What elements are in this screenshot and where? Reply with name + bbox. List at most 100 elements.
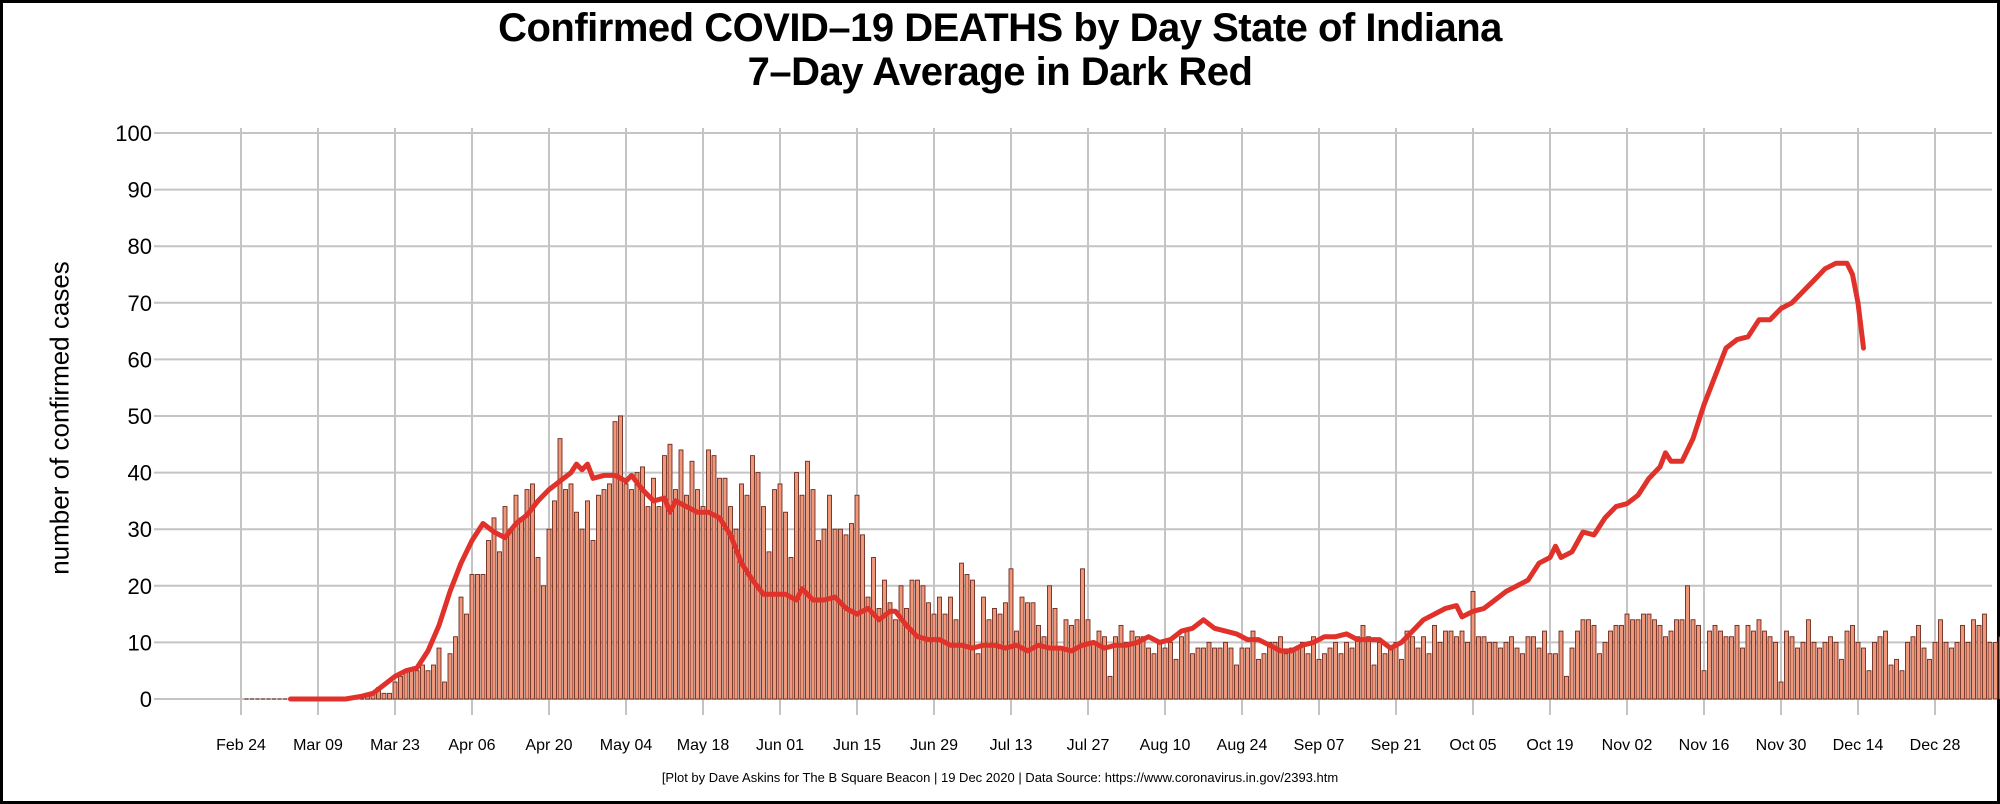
bar-daily-deaths (739, 483, 744, 700)
y-tick-label: 80 (128, 234, 152, 259)
bar-daily-deaths (1239, 647, 1245, 700)
y-tick-label: 90 (128, 178, 152, 203)
bar-daily-deaths (1080, 568, 1085, 700)
bar-daily-deaths (1910, 636, 1916, 700)
bar-daily-deaths (1283, 653, 1289, 700)
bar-daily-deaths (436, 647, 442, 700)
bar-daily-deaths (563, 489, 568, 700)
bar-daily-deaths (1927, 658, 1932, 700)
bar-daily-deaths (442, 681, 447, 700)
bar-daily-deaths (1514, 647, 1520, 700)
chart-title-line-1: Confirmed COVID–19 DEATHS by Day State o… (498, 6, 1502, 50)
bar-daily-deaths (909, 579, 915, 700)
bar-daily-deaths (656, 506, 662, 700)
bar-daily-deaths (1217, 647, 1223, 700)
x-tick-label: Apr 20 (525, 737, 572, 754)
x-tick-label: Apr 06 (448, 737, 495, 754)
bar-daily-deaths (1327, 647, 1333, 700)
x-tick-label: Nov 02 (1602, 737, 1653, 754)
y-tick-label: 50 (128, 404, 152, 429)
bar-daily-deaths (1701, 670, 1707, 700)
bar-daily-deaths (1597, 653, 1602, 700)
bar-daily-deaths (1399, 658, 1404, 700)
bar-daily-deaths (1063, 619, 1069, 700)
bar-daily-deaths (1003, 602, 1008, 700)
bar-daily-deaths (1492, 641, 1498, 700)
bar-daily-deaths (607, 483, 612, 700)
bar-daily-deaths (805, 460, 810, 700)
bar-daily-deaths (1663, 636, 1668, 700)
bar-daily-deaths (486, 540, 491, 700)
bar-daily-deaths (1096, 630, 1102, 700)
bar-daily-deaths (1135, 636, 1140, 700)
bar-daily-deaths (1426, 653, 1432, 700)
bar-daily-deaths (662, 455, 667, 700)
bar-daily-deaths (1305, 653, 1311, 700)
bar-daily-deaths (1778, 681, 1784, 700)
bar-daily-deaths (1234, 664, 1239, 700)
source-caption: [Plot by Dave Askins for The B Square Be… (661, 770, 1339, 785)
bar-daily-deaths (1586, 619, 1591, 700)
bar-daily-deaths (1976, 624, 1982, 700)
bar-daily-deaths (1696, 624, 1701, 700)
bar-daily-deaths (1173, 658, 1179, 700)
bar-daily-deaths (1272, 641, 1278, 700)
x-tick-label: Oct 05 (1449, 737, 1496, 754)
bar-daily-deaths (1470, 591, 1476, 700)
x-tick-label: Mar 09 (293, 737, 343, 754)
bar-daily-deaths (673, 489, 678, 700)
bar-daily-deaths (634, 472, 640, 700)
bar-daily-deaths (1289, 647, 1294, 700)
bar-daily-deaths (1278, 636, 1283, 700)
bar-daily-deaths (876, 607, 882, 700)
bar-daily-deaths (1558, 630, 1564, 700)
bar-daily-deaths (937, 596, 942, 700)
bar-daily-deaths (1162, 647, 1168, 700)
bar-daily-deaths (1789, 636, 1795, 700)
bar-daily-deaths (794, 472, 799, 700)
bar-daily-deaths (1201, 647, 1206, 700)
bar-daily-deaths (843, 534, 849, 700)
bar-daily-deaths (1410, 636, 1415, 700)
bar-daily-deaths (722, 477, 728, 700)
bar-daily-deaths (1828, 636, 1833, 700)
bar-daily-deaths (1888, 664, 1894, 700)
bar-daily-deaths (1883, 630, 1888, 700)
y-tick-label: 10 (128, 630, 152, 655)
bar-daily-deaths (629, 489, 634, 700)
x-tick-label: Sep 21 (1371, 737, 1422, 754)
bar-daily-deaths (684, 494, 689, 700)
y-tick-label: 100 (115, 121, 152, 146)
bar-daily-deaths (1388, 647, 1393, 700)
bar-daily-deaths (1712, 624, 1718, 700)
bar-daily-deaths (1993, 641, 1998, 700)
bar-daily-deaths (513, 494, 519, 700)
bar-daily-deaths (403, 670, 409, 700)
bar-daily-deaths (1690, 619, 1696, 700)
y-tick-label: 30 (128, 517, 152, 542)
bar-daily-deaths (1855, 641, 1861, 700)
bar-daily-deaths (1613, 624, 1619, 700)
x-tick-label: Jul 13 (990, 737, 1033, 754)
bar-daily-deaths (1894, 658, 1899, 700)
bar-daily-deaths (1223, 641, 1228, 700)
bar-daily-deaths (541, 585, 546, 700)
x-tick-label: Dec 28 (1910, 737, 1961, 754)
bar-daily-deaths (469, 574, 475, 700)
bar-daily-deaths (975, 653, 981, 700)
bar-daily-deaths (1036, 624, 1041, 700)
bar-daily-deaths (871, 557, 876, 700)
bar-daily-deaths (535, 557, 541, 700)
bar-daily-deaths (1806, 619, 1811, 700)
bar-daily-deaths (1916, 624, 1921, 700)
bar-daily-deaths (700, 506, 706, 700)
bar-daily-deaths (1465, 641, 1470, 700)
bar-daily-deaths (1740, 647, 1745, 700)
x-tick-label: Nov 16 (1679, 737, 1730, 754)
bar-daily-deaths (1839, 658, 1844, 700)
bar-daily-deaths (1344, 641, 1349, 700)
bar-daily-deaths (942, 613, 948, 700)
x-tick-label: Jun 29 (910, 737, 958, 754)
bar-daily-deaths (1635, 619, 1641, 700)
